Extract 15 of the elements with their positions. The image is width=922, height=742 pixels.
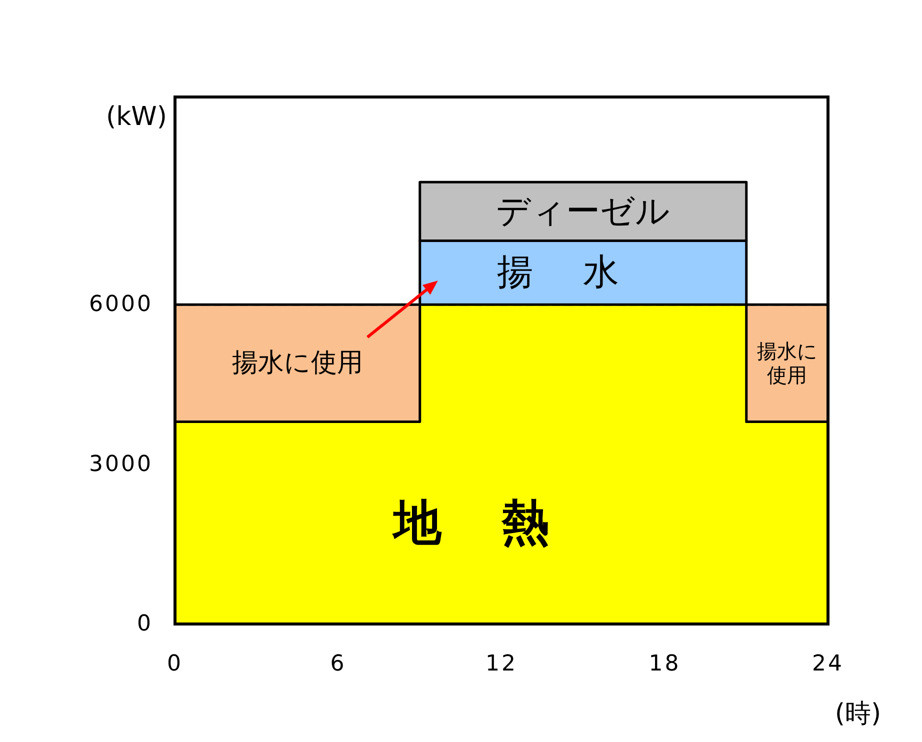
x-tick-label: 12 bbox=[486, 652, 518, 676]
x-tick-label: 24 bbox=[812, 652, 844, 676]
x-tick-label: 0 bbox=[167, 652, 183, 676]
series-label: 地熱 bbox=[392, 494, 610, 551]
x-tick-label: 6 bbox=[330, 652, 346, 676]
series-label: ディーゼル bbox=[496, 191, 670, 232]
y-tick-label: 6000 bbox=[89, 292, 153, 318]
x-tick-label: 18 bbox=[648, 652, 681, 676]
y-tick-label: 0 bbox=[137, 612, 153, 636]
x-axis-title: (時) bbox=[834, 699, 882, 729]
series-label: 揚水 bbox=[497, 252, 670, 294]
y-tick-label: 3000 bbox=[89, 452, 153, 477]
y-axis-title: (kW) bbox=[106, 102, 167, 132]
annotation: 揚水に使用 bbox=[757, 339, 818, 388]
series-label: 揚水に使用 bbox=[232, 348, 363, 378]
